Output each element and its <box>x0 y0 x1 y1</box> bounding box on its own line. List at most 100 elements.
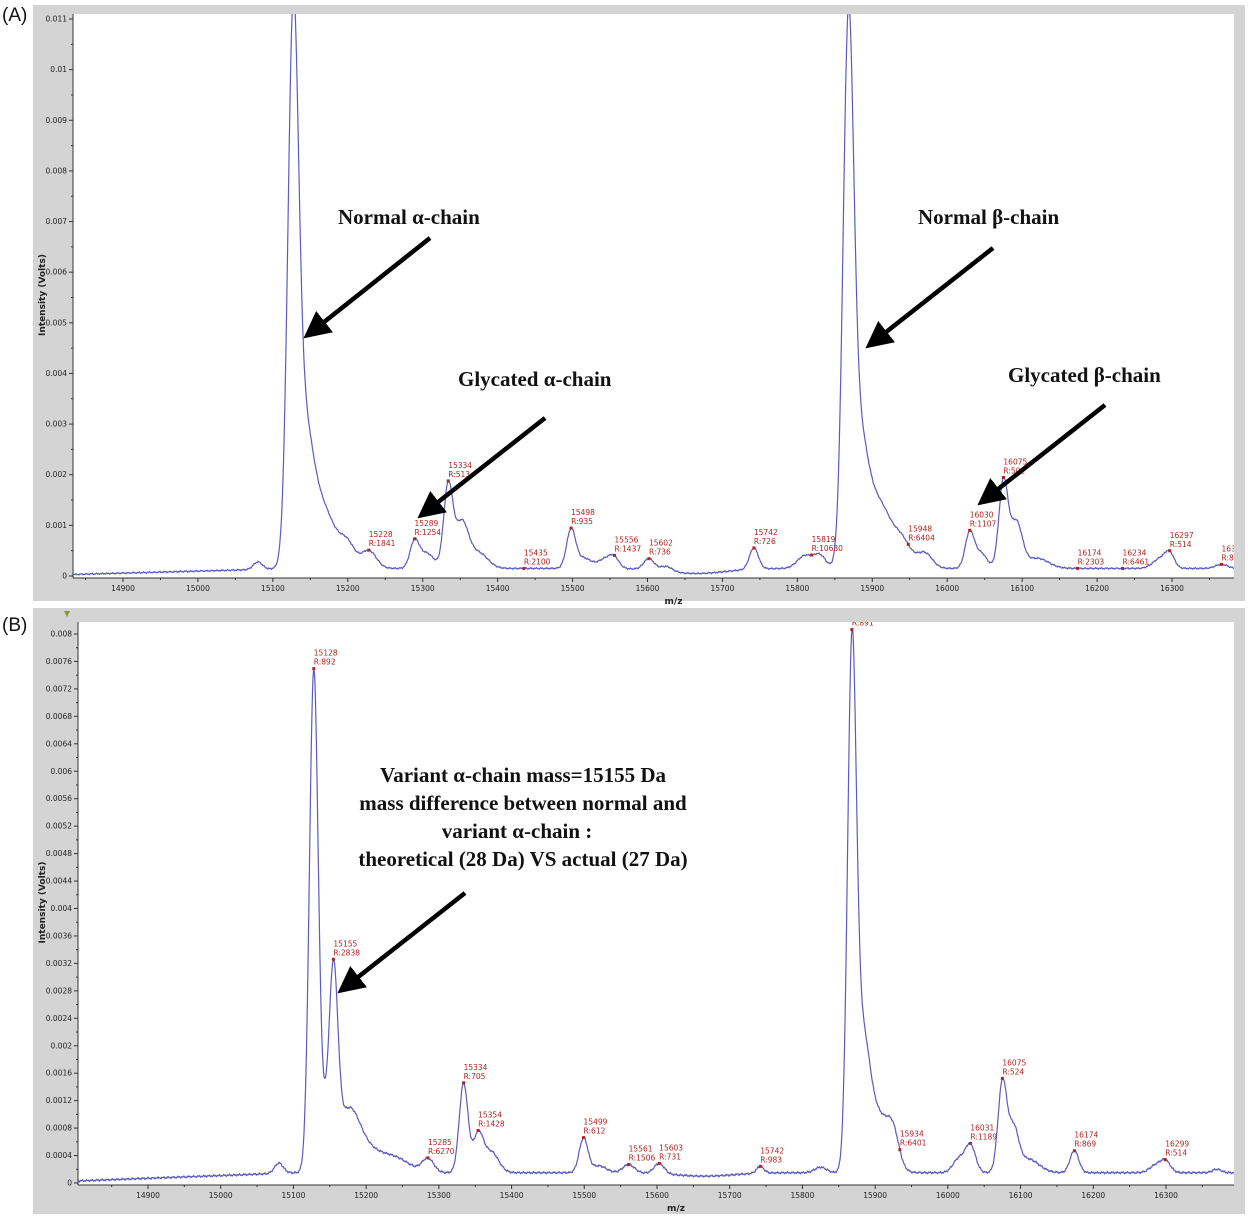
peak-resolution-label: R:8 <box>1221 553 1234 562</box>
x-tick-label: 16200 <box>1085 584 1109 593</box>
x-tick-label: 15900 <box>863 1191 887 1200</box>
peak-marker <box>1168 549 1172 553</box>
x-axis-title: m/z <box>667 1204 685 1214</box>
peak-marker <box>613 553 617 557</box>
peak-resolution-label: R:2303 <box>1078 557 1105 566</box>
peak-resolution-label: R:1428 <box>478 1120 505 1129</box>
arrow-glycated-beta <box>977 403 1107 506</box>
panel-a-plot-area <box>73 14 1234 578</box>
x-tick-label: 15800 <box>790 1191 814 1200</box>
peak-marker <box>476 1129 480 1133</box>
peak-resolution-label: R:6401 <box>900 1139 927 1148</box>
peak-resolution-label: R:1506 <box>629 1154 656 1163</box>
x-tick-label: 15700 <box>710 584 734 593</box>
peak-mz-label: 15354 <box>478 1111 502 1120</box>
peak-mz-label: 15948 <box>908 524 932 533</box>
peak-mz-label: 15435 <box>524 548 548 557</box>
x-tick-label: 15400 <box>500 1191 524 1200</box>
peak-marker <box>412 537 416 541</box>
peak-resolution-label: R:6270 <box>428 1147 455 1156</box>
panel-a-chart: 0 0.001 0.002 0.003 0.004 0.005 0.006 0.007 0.00… <box>38 0 1236 607</box>
peak-resolution-label: R:1107 <box>970 519 997 528</box>
x-tick-label: 16100 <box>1009 1191 1033 1200</box>
peak-resolution-label: R:6461 <box>1123 557 1150 566</box>
y-tick-label: 0.0064 <box>46 739 72 748</box>
x-tick-label: 15600 <box>645 1191 669 1200</box>
peak-marker <box>367 548 371 552</box>
peak-resolution-label: R:726 <box>754 537 776 546</box>
x-tick-label: 14900 <box>136 1191 160 1200</box>
peak-mz-label: 15603 <box>659 1143 683 1152</box>
peak-resolution-label: R:1437 <box>615 544 642 553</box>
y-tick-label: 0.0056 <box>46 794 72 803</box>
spectrum-trace <box>73 14 1234 576</box>
peak-mz-label: 15742 <box>760 1146 784 1155</box>
y-tick-label: 0.0048 <box>46 849 72 858</box>
y-tick-label: 0.0008 <box>46 1124 72 1133</box>
y-tick-label: 0.009 <box>46 116 68 125</box>
arrow-normal-alpha <box>303 236 432 339</box>
peak-resolution-label: R:1189 <box>970 1132 997 1141</box>
peak-marker <box>522 566 526 570</box>
y-tick-label: 0.0044 <box>46 877 72 886</box>
x-tick-label: 16100 <box>1010 584 1034 593</box>
panel-b-plot-area <box>78 622 1234 1185</box>
peak-mz-label: 16174 <box>1074 1131 1098 1140</box>
peak-mz-label: 16075 <box>1002 1058 1026 1067</box>
peak-mz-label: 15228 <box>369 530 393 539</box>
y-tick-label: 0.003 <box>46 420 68 429</box>
peak-mz-label: 16234 <box>1123 548 1147 557</box>
y-axis-title: Intensity (Volts) <box>38 254 48 336</box>
annotation-glycated-alpha: Glycated α-chain <box>458 367 612 391</box>
peak-mz-label: 163 <box>1221 544 1236 553</box>
y-tick-label: 0.002 <box>46 470 68 479</box>
peak-mz-label: 15561 <box>629 1145 653 1154</box>
y-tick-label: 0 <box>62 572 67 581</box>
peak-resolution-label: R:2100 <box>524 557 551 566</box>
peak-marker <box>1076 566 1080 570</box>
peak-marker <box>312 667 316 671</box>
y-tick-label: 0.002 <box>51 1041 73 1050</box>
peak-mz-label: 15498 <box>571 508 595 517</box>
peak-marker <box>1000 1076 1004 1080</box>
peak-resolution-label: R:513 <box>448 470 470 479</box>
peak-mz-label: 15128 <box>314 649 338 658</box>
peak-resolution-label: R:983 <box>760 1155 782 1164</box>
x-axis-title: m/z <box>665 597 683 607</box>
x-tick-label: 15700 <box>718 1191 742 1200</box>
x-tick-label: 15000 <box>186 584 210 593</box>
peak-marker <box>906 542 910 546</box>
y-tick-label: 0.006 <box>46 268 68 277</box>
peak-resolution-label: R:736 <box>649 548 671 557</box>
peak-marker <box>647 557 651 561</box>
peak-marker <box>758 1164 762 1168</box>
y-tick-label: 0.005 <box>46 318 68 327</box>
x-tick-label: 15500 <box>572 1191 596 1200</box>
peak-marker <box>462 1081 466 1085</box>
x-tick-label: 15200 <box>354 1191 378 1200</box>
peak-marker <box>582 1136 586 1140</box>
y-tick-label: 0.004 <box>46 369 68 378</box>
panel-a-letter: (A) <box>2 5 27 26</box>
y-tick-label: 0.0068 <box>46 712 72 721</box>
annotation-normal-beta: Normal β-chain <box>918 205 1059 229</box>
peak-mz-label: 16299 <box>1165 1140 1189 1149</box>
peak-marker <box>1219 562 1223 566</box>
peak-mz-label: 15289 <box>414 519 438 528</box>
peak-resolution-label: R:869 <box>1074 1140 1096 1149</box>
peak-marker <box>1072 1149 1076 1153</box>
peak-marker <box>850 628 854 632</box>
peak-mz-label: 15334 <box>448 461 472 470</box>
y-tick-label: 0.0016 <box>46 1069 72 1078</box>
peak-mz-label: 15155 <box>333 939 357 948</box>
peak-marker <box>898 1148 902 1152</box>
peak-resolution-label: R:502 <box>1003 466 1025 475</box>
peak-resolution-label: R:904 <box>848 0 870 5</box>
x-tick-label: 15300 <box>427 1191 451 1200</box>
peak-resolution-label: R:2838 <box>333 948 360 957</box>
peak-resolution-label: R:731 <box>659 1152 681 1161</box>
x-tick-label: 16300 <box>1160 584 1184 593</box>
x-tick-label: 16000 <box>935 584 959 593</box>
x-tick-label: 16000 <box>936 1191 960 1200</box>
